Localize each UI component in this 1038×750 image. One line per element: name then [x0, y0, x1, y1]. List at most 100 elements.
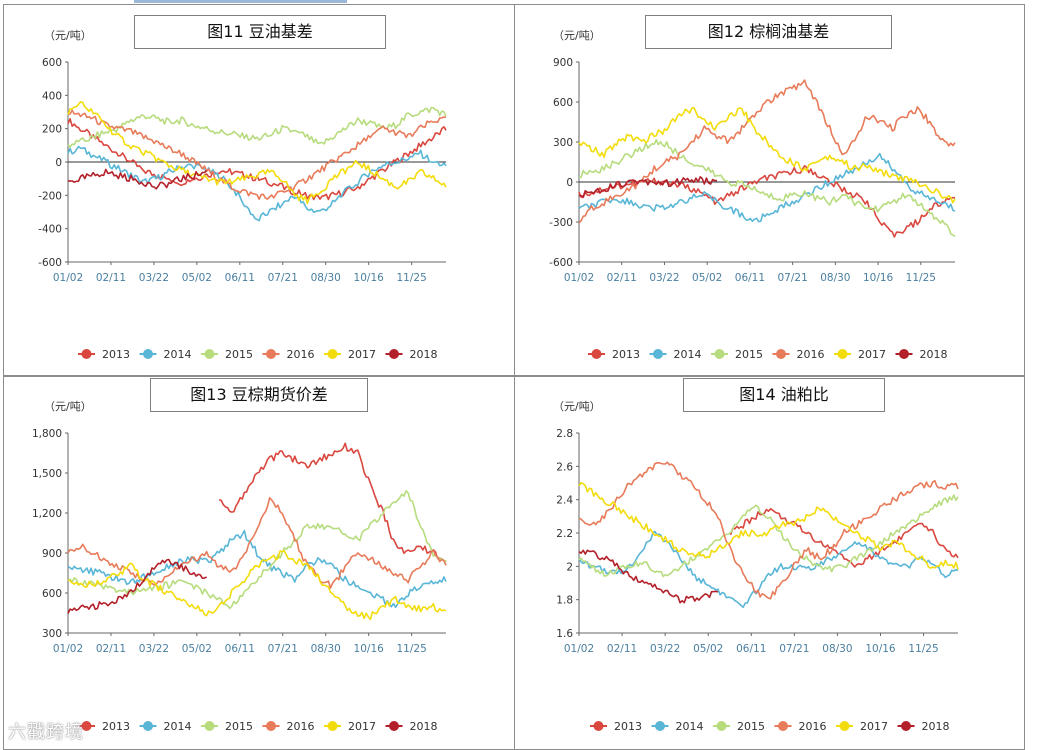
x-tick-label: 10/16 [354, 272, 385, 284]
legend-swatch-dot [837, 349, 848, 359]
legend-swatch-dot [204, 349, 215, 359]
legend-swatch-dot [327, 721, 338, 731]
x-tick-label: 03/22 [650, 643, 680, 655]
legend-label-2015: 2015 [225, 720, 253, 733]
series-line-2016 [67, 497, 447, 589]
y-tick-label: 900 [553, 57, 573, 69]
y-tick-label: 1,200 [32, 508, 62, 520]
legend-swatch-dot [327, 349, 338, 359]
x-tick-label: 05/02 [692, 272, 722, 284]
series-line-2017 [67, 550, 447, 621]
y-tick-label: 400 [42, 90, 62, 102]
series-line-2017 [67, 101, 447, 205]
y-tick-label: 300 [42, 628, 62, 640]
x-tick-label: 07/21 [268, 272, 298, 284]
series-line-2018 [67, 168, 208, 190]
chart-title-11: 图11 豆油基差 [134, 15, 386, 49]
series-line-2015 [578, 494, 959, 578]
y-tick-label: 1,500 [32, 468, 62, 480]
y-tick-label: 900 [42, 548, 62, 560]
legend-swatch-dot [593, 721, 604, 731]
series-line-2017 [578, 106, 956, 204]
legend-label-2014: 2014 [164, 720, 192, 733]
legend: 2013 2014 2015 2016 2017 2018 [588, 348, 948, 361]
x-tick-label: 07/21 [779, 643, 809, 655]
panel-11 [3, 4, 515, 376]
series-line-2014 [67, 529, 447, 609]
y-tick-label: -300 [549, 217, 573, 229]
y-tick-label: -600 [38, 257, 62, 269]
legend-label-2017: 2017 [348, 720, 376, 733]
legend-swatch-dot [839, 721, 850, 731]
legend-swatch-dot [266, 721, 276, 731]
x-tick-label: 11/25 [397, 272, 427, 284]
chart-title-13: 图13 豆棕期货价差 [150, 378, 368, 412]
legend-swatch-dot [776, 349, 786, 359]
legend-swatch-dot [716, 721, 727, 731]
x-tick-label: 02/11 [96, 643, 126, 655]
y-tick-label: 2.2 [556, 528, 573, 540]
legend-label-2015: 2015 [225, 348, 253, 361]
x-tick-label: 08/30 [311, 643, 341, 655]
x-tick-label: 11/25 [397, 643, 427, 655]
series-line-2015 [67, 490, 447, 610]
legend-label-2018: 2018 [920, 348, 948, 361]
legend-swatch-dot [143, 349, 153, 359]
x-tick-label: 06/11 [225, 643, 255, 655]
legend: 2013 2014 2015 2016 2017 2018 [590, 720, 950, 733]
chart-c11: 600 400 200 0 -200 -400 -600 01/02 02/11 03/22 05/… [38, 57, 447, 361]
legend-label-2014: 2014 [674, 348, 702, 361]
unit-label-12: （元/吨） [553, 29, 601, 42]
series-line-2018 [578, 549, 719, 604]
series-line-2013 [578, 165, 955, 238]
y-tick-label: 0 [566, 177, 573, 189]
legend-label-2017: 2017 [860, 720, 888, 733]
legend-swatch-dot [204, 721, 215, 731]
y-tick-label: 1,800 [32, 428, 62, 440]
series-line-2013 [218, 442, 447, 563]
legend-label-2018: 2018 [410, 348, 438, 361]
x-tick-label: 03/22 [139, 643, 169, 655]
legend-label-2016: 2016 [287, 348, 315, 361]
x-tick-label: 01/02 [53, 272, 83, 284]
series-line-2015 [578, 139, 956, 238]
unit-label-11: （元/吨） [44, 29, 92, 42]
watermark: 六戳跨境 [8, 722, 84, 743]
x-tick-label: 02/11 [607, 643, 637, 655]
unit-label-14: （元/吨） [553, 400, 601, 413]
y-tick-label: 2.6 [556, 461, 573, 473]
legend-swatch-dot [653, 349, 663, 359]
legend-swatch-dot [389, 349, 399, 359]
legend: 2013 2014 2015 2016 2017 2018 [78, 348, 438, 361]
x-tick-label: 06/11 [225, 272, 255, 284]
x-tick-label: 03/22 [139, 272, 169, 284]
x-tick-label: 02/11 [96, 272, 126, 284]
legend-swatch-dot [655, 721, 665, 731]
y-tick-label: 300 [553, 137, 573, 149]
chart-title-12: 图12 棕榈油基差 [645, 15, 892, 49]
series-line-2014 [578, 530, 959, 608]
x-tick-label: 08/30 [820, 272, 850, 284]
x-tick-label: 10/16 [865, 643, 896, 655]
x-tick-label: 08/30 [311, 272, 341, 284]
legend: 2013 2014 2015 2016 2017 2018 [78, 720, 438, 733]
legend-label-2018: 2018 [922, 720, 950, 733]
legend-swatch-dot [143, 721, 153, 731]
x-tick-label: 08/30 [822, 643, 852, 655]
y-tick-label: 200 [42, 124, 62, 136]
x-tick-label: 01/02 [564, 643, 594, 655]
chart-c12: 900 600 300 0 -300 -600 01/02 02/11 03/22 05/02 06… [549, 57, 956, 361]
legend-label-2013: 2013 [612, 348, 640, 361]
unit-label-13: （元/吨） [44, 400, 92, 413]
series-line-2018 [67, 558, 207, 614]
series-line-2016 [578, 79, 956, 224]
series-line-2018 [579, 176, 717, 198]
x-tick-label: 03/22 [649, 272, 679, 284]
legend-swatch-dot [266, 349, 276, 359]
x-tick-label: 01/02 [53, 643, 83, 655]
series-line-2017 [578, 481, 959, 570]
y-tick-label: 0 [55, 157, 62, 169]
x-tick-label: 11/25 [908, 643, 938, 655]
series-line-2014 [578, 152, 956, 223]
